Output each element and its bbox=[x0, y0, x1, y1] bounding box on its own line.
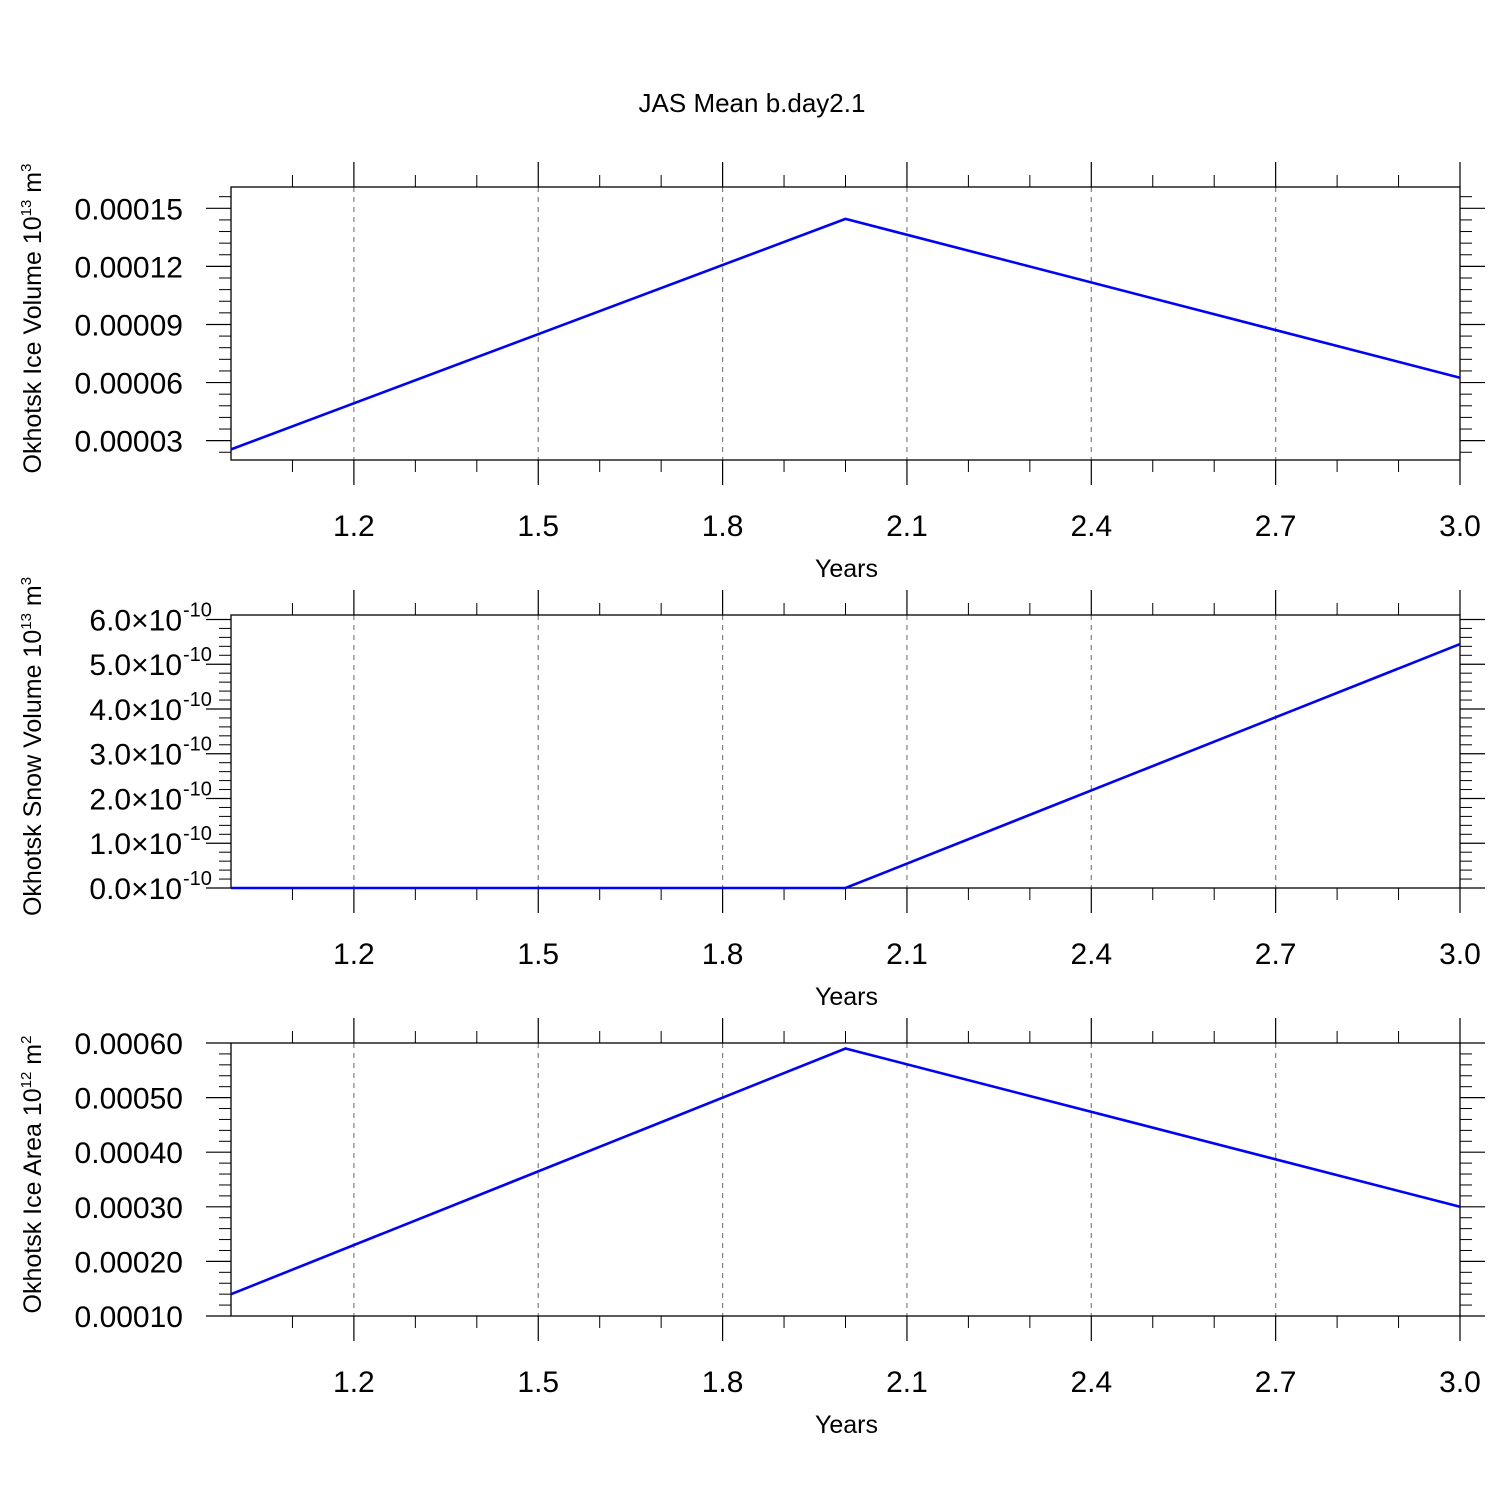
panel-2-y-tick-label: 0.0×10 bbox=[89, 873, 182, 906]
panel-3-y-tick-label: 0.00010 bbox=[75, 1301, 183, 1334]
chart-title: JAS Mean b.day2.1 bbox=[639, 88, 866, 118]
panel-1: 1.2 1.5 1.8 2.1 2.4 2.7 3.0 0.00003 0.00006 0.000… bbox=[18, 162, 1485, 583]
panel-3-x-tick-label: 2.7 bbox=[1255, 1366, 1297, 1399]
panel-2-y-tick-label: 6.0×10 bbox=[89, 604, 182, 637]
panel-2-x-tick-label: 2.1 bbox=[886, 938, 928, 971]
panel-3-y-axis-title-unit: m bbox=[19, 1044, 47, 1072]
panel-1-x-tick-label: 2.4 bbox=[1070, 510, 1112, 543]
panel-2-y-tick-label: 4.0×10 bbox=[89, 694, 182, 727]
panel-2-y-axis-title-unit-exp: 3 bbox=[18, 577, 35, 585]
panel-3-x-tick-label: 2.1 bbox=[886, 1366, 928, 1399]
panel-3-y-tick-label: 0.00060 bbox=[75, 1028, 183, 1061]
panel-2-x-tick-label: 2.4 bbox=[1070, 938, 1112, 971]
panel-3-y-axis-title-unit-exp: 2 bbox=[18, 1036, 35, 1044]
panel-3-x-tick-label: 3.0 bbox=[1439, 1366, 1481, 1399]
panel-3-y-axis-title: Okhotsk Ice Area 1012 m2 bbox=[18, 1036, 47, 1314]
panel-1-y-tick-label: 0.00003 bbox=[75, 426, 183, 459]
panel-2-y-tick-exponent: -10 bbox=[183, 599, 212, 621]
panel-1-x-tick-label: 1.5 bbox=[517, 510, 559, 543]
panel-1-y-tick-label: 0.00009 bbox=[75, 309, 183, 342]
panel-1-series-line bbox=[230, 217, 1461, 451]
panel-3-x-tick-label: 2.4 bbox=[1070, 1366, 1112, 1399]
panel-1-y-tick-label: 0.00012 bbox=[75, 251, 183, 284]
panel-2-series-line bbox=[231, 642, 1461, 890]
panel-1-x-axis-title: Years bbox=[815, 555, 878, 583]
panel-2-y-tick-label: 3.0×10 bbox=[89, 739, 182, 772]
panel-1-y-axis-title-main: Okhotsk Ice Volume 10 bbox=[19, 216, 47, 473]
panel-2-y-tick-label: 5.0×10 bbox=[89, 649, 182, 682]
panel-3-x-axis-title: Years bbox=[815, 1411, 878, 1439]
panel-3-y-tick-label: 0.00050 bbox=[75, 1083, 183, 1116]
panel-1-y-tick-label: 0.00015 bbox=[75, 193, 183, 226]
panel-1-x-tick-label: 2.1 bbox=[886, 510, 928, 543]
panel-1-x-tick-label: 3.0 bbox=[1439, 510, 1481, 543]
panel-1-y-axis-title-unit: m bbox=[19, 172, 47, 200]
panel-2-y-tick-exponent: -10 bbox=[183, 734, 212, 756]
panel-1-x-tick-label: 1.2 bbox=[333, 510, 375, 543]
panel-3-x-tick-label: 1.5 bbox=[517, 1366, 559, 1399]
panel-3-y-axis-title-exp: 12 bbox=[18, 1072, 35, 1089]
panel-1-x-tick-label: 1.8 bbox=[702, 510, 744, 543]
panel-2-y-tick-exponent: -10 bbox=[183, 868, 212, 890]
panel-2-y-tick-exponent: -10 bbox=[183, 644, 212, 666]
panel-2-x-tick-label: 2.7 bbox=[1255, 938, 1297, 971]
panel-2-y-axis-title-unit: m bbox=[19, 585, 47, 613]
panel-2-x-axis-title: Years bbox=[815, 983, 878, 1011]
panel-3-y-axis-title-main: Okhotsk Ice Area 10 bbox=[19, 1088, 47, 1313]
panel-2-y-axis-title-exp: 13 bbox=[18, 613, 35, 630]
panel-3-x-tick-label: 1.8 bbox=[702, 1366, 744, 1399]
panel-3-x-tick-label: 1.2 bbox=[333, 1366, 375, 1399]
panel-1-y-axis-title-unit-exp: 3 bbox=[18, 164, 35, 172]
panel-2-y-axis-title-main: Okhotsk Snow Volume 10 bbox=[19, 630, 47, 916]
panel-3-series-line bbox=[230, 1047, 1461, 1296]
panel-2-y-axis-title: Okhotsk Snow Volume 1013 m3 bbox=[18, 577, 47, 916]
panel-1-y-axis-title: Okhotsk Ice Volume 1013 m3 bbox=[18, 164, 47, 474]
panel-3-y-tick-label: 0.00020 bbox=[75, 1246, 183, 1279]
panel-2-y-tick-label: 1.0×10 bbox=[89, 828, 182, 861]
panel-1-y-axis-title-exp: 13 bbox=[18, 200, 35, 217]
panel-2-y-tick-exponent: -10 bbox=[183, 689, 212, 711]
panel-2-x-tick-label: 1.5 bbox=[517, 938, 559, 971]
panel-2-x-tick-label: 3.0 bbox=[1439, 938, 1481, 971]
panel-2: 1.2 1.5 1.8 2.1 2.4 2.7 3.00.0×10 -101.0×10 -102… bbox=[18, 577, 1485, 1011]
panel-1-x-tick-label: 2.7 bbox=[1255, 510, 1297, 543]
panel-2-y-tick-label: 2.0×10 bbox=[89, 783, 182, 816]
panel-2-x-tick-label: 1.8 bbox=[702, 938, 744, 971]
panel-2-y-tick-exponent: -10 bbox=[183, 823, 212, 845]
panel-3: 1.2 1.5 1.8 2.1 2.4 2.7 3.0 0.00010 0.00020 0.000… bbox=[18, 1018, 1485, 1439]
panel-3-y-tick-label: 0.00040 bbox=[75, 1137, 183, 1170]
panel-3-y-tick-label: 0.00030 bbox=[75, 1192, 183, 1225]
panel-1-y-tick-label: 0.00006 bbox=[75, 368, 183, 401]
panel-2-y-tick-exponent: -10 bbox=[183, 778, 212, 800]
panel-2-x-tick-label: 1.2 bbox=[333, 938, 375, 971]
